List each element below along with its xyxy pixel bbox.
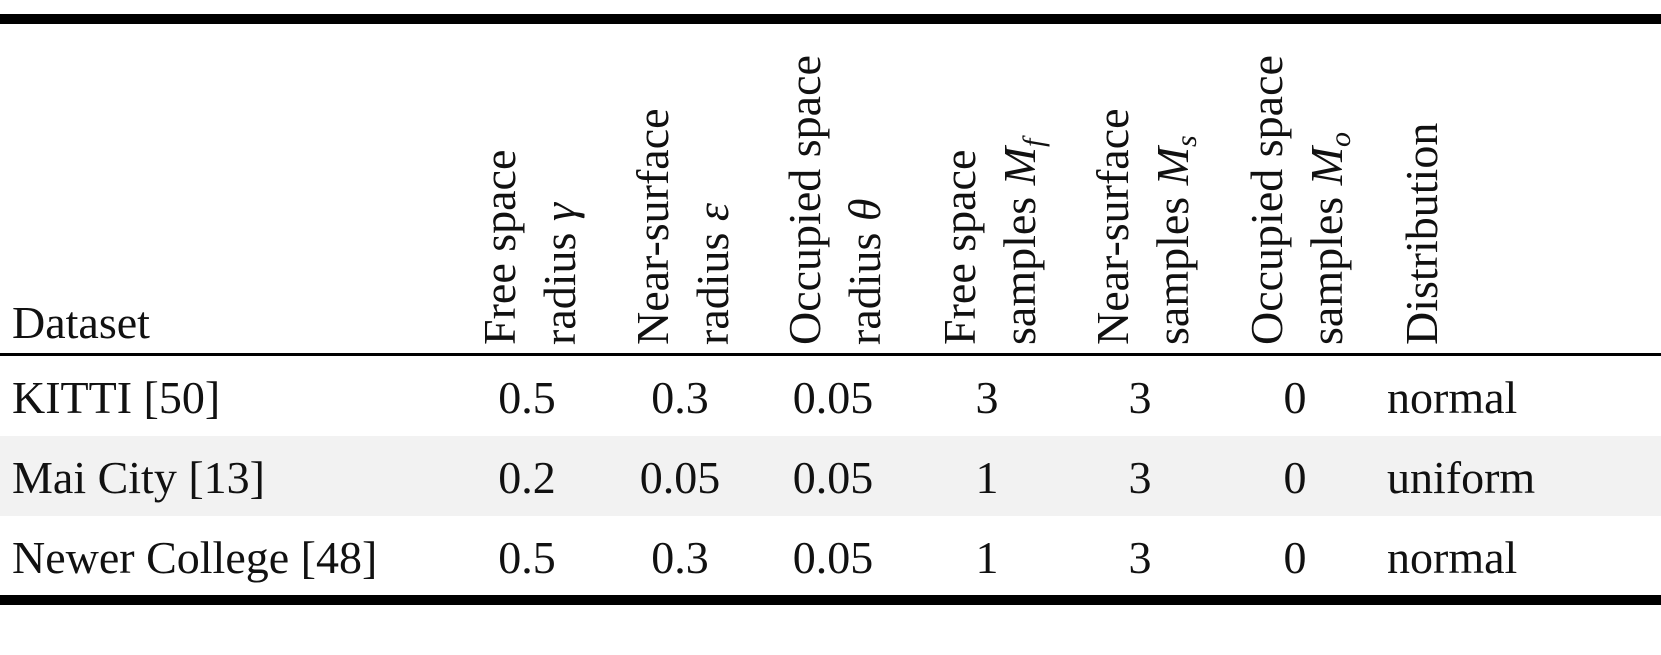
bottom-rule [0, 595, 1661, 605]
column-header-line: samples Mo [1301, 132, 1357, 345]
header-word: radius [687, 233, 738, 345]
column-header-line: Near-surface [627, 108, 678, 345]
cell: 0.05 [640, 452, 721, 503]
column-header-line: radius θ [839, 198, 890, 345]
row-label: KITTI [50] [12, 372, 220, 423]
cell: 0 [1284, 452, 1307, 503]
cell: 3 [1129, 532, 1152, 583]
header-word: samples [1147, 197, 1198, 345]
cell: 0.5 [498, 372, 556, 423]
cell: 0 [1284, 372, 1307, 423]
header-symbol: M [1301, 144, 1352, 186]
cell: 1 [976, 532, 999, 583]
column-header: Dataset [12, 297, 150, 348]
cell: 3 [1129, 452, 1152, 503]
header-word: samples [994, 197, 1045, 345]
row-label: Newer College [48] [12, 532, 377, 583]
column-header: Distribution [1396, 123, 1447, 345]
header-word: radius [534, 233, 585, 345]
cell: normal [1387, 532, 1517, 583]
column-header-line: Occupied space [1241, 55, 1292, 345]
column-header-line: radius γ [534, 201, 585, 345]
column-header-line: Occupied space [779, 55, 830, 345]
header-symbol: M [994, 144, 1045, 186]
column-header-line: Free space [474, 150, 525, 345]
cell: 0.3 [651, 372, 709, 423]
column-header-line: Near-surface [1087, 108, 1138, 345]
header-symbol: θ [839, 198, 890, 221]
header-word: samples [1301, 197, 1352, 345]
cell: 0.05 [793, 452, 874, 503]
header-rule [0, 353, 1661, 356]
column-header-line: samples Mf [994, 135, 1050, 345]
header-symbol: M [1147, 144, 1198, 186]
cell: 0.2 [498, 452, 556, 503]
cell: 0.05 [793, 372, 874, 423]
header-subscript: f [1017, 135, 1050, 147]
header-symbol: ε [687, 202, 738, 221]
cell: 1 [976, 452, 999, 503]
row-label: Mai City [13] [12, 452, 265, 503]
cell: uniform [1387, 452, 1535, 503]
cell: 0.3 [651, 532, 709, 583]
header-subscript: s [1170, 135, 1203, 147]
cell: 0.05 [793, 532, 874, 583]
header-word: radius [839, 233, 890, 345]
cell: 0.5 [498, 532, 556, 583]
header-subscript: o [1324, 132, 1357, 147]
cell: 0 [1284, 532, 1307, 583]
row-shade [0, 436, 1661, 516]
header-symbol: γ [534, 201, 585, 221]
cell: normal [1387, 372, 1517, 423]
cell: 3 [1129, 372, 1152, 423]
column-header-line: radius ε [687, 202, 738, 345]
column-header-line: samples Ms [1147, 135, 1203, 345]
top-rule [0, 14, 1661, 24]
column-header-line: Free space [934, 150, 985, 345]
cell: 3 [976, 372, 999, 423]
